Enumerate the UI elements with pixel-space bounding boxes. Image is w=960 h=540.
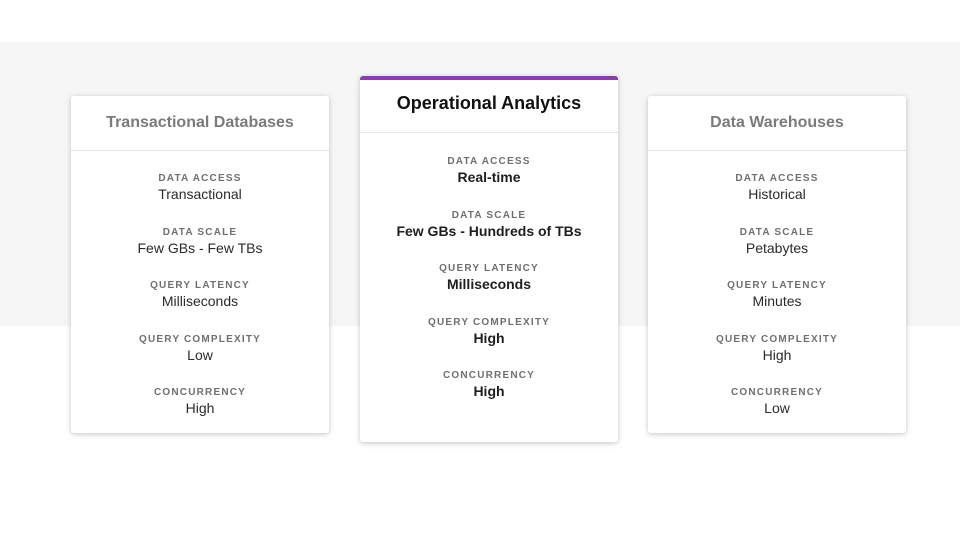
row-data-access: DATA ACCESS Real-time — [360, 155, 618, 209]
row-value: Petabytes — [745, 239, 809, 256]
row-value: Few GBs - Few TBs — [137, 239, 263, 256]
row-label: CONCURRENCY — [442, 370, 536, 382]
row-query-complexity: QUERY COMPLEXITY Low — [71, 333, 329, 387]
row-value: Milliseconds — [446, 276, 532, 293]
row-concurrency: CONCURRENCY High — [71, 386, 329, 440]
row-query-complexity: QUERY COMPLEXITY High — [648, 333, 906, 387]
row-value: Milliseconds — [161, 293, 239, 310]
row-value: Minutes — [752, 293, 802, 310]
row-query-latency: QUERY LATENCY Milliseconds — [360, 262, 618, 316]
row-label: QUERY LATENCY — [727, 280, 827, 292]
row-query-latency: QUERY LATENCY Minutes — [648, 279, 906, 333]
row-label: DATA ACCESS — [447, 156, 531, 167]
row-value: Transactional — [158, 186, 242, 202]
row-query-latency: QUERY LATENCY Milliseconds — [71, 279, 329, 333]
row-label: DATA ACCESS — [735, 173, 819, 184]
row-value: Real-time — [457, 169, 521, 185]
row-query-complexity: QUERY COMPLEXITY High — [360, 316, 618, 370]
row-concurrency: CONCURRENCY High — [360, 369, 618, 423]
card-operational-analytics: Operational Analytics DATA ACCESS Real-t… — [360, 76, 618, 442]
row-value: High — [185, 400, 215, 417]
row-label: QUERY COMPLEXITY — [716, 333, 838, 345]
row-value: Few GBs - Hundreds of TBs — [396, 222, 582, 239]
row-data-access: DATA ACCESS Historical — [648, 172, 906, 226]
row-value: High — [473, 329, 505, 346]
row-label: DATA ACCESS — [158, 173, 242, 184]
row-label: DATA SCALE — [739, 226, 815, 238]
card-rows: DATA ACCESS Real-time DATA SCALE Few GBs… — [360, 133, 618, 423]
card-data-warehouses: Data Warehouses DATA ACCESS Historical D… — [648, 96, 906, 433]
row-label: DATA SCALE — [162, 226, 238, 238]
row-concurrency: CONCURRENCY Low — [648, 386, 906, 440]
card-title: Transactional Databases — [71, 96, 329, 151]
row-data-scale: DATA SCALE Few GBs - Few TBs — [71, 226, 329, 280]
row-data-scale: DATA SCALE Few GBs - Hundreds of TBs — [360, 209, 618, 263]
row-value: Low — [764, 400, 790, 417]
row-label: DATA SCALE — [451, 209, 527, 221]
row-value: High — [473, 383, 505, 400]
row-label: QUERY LATENCY — [150, 280, 250, 292]
card-title: Operational Analytics — [360, 80, 618, 133]
row-value: Historical — [748, 186, 806, 202]
card-transactional-databases: Transactional Databases DATA ACCESS Tran… — [71, 96, 329, 433]
row-label: QUERY LATENCY — [439, 263, 539, 275]
row-value: High — [762, 346, 792, 363]
card-title: Data Warehouses — [648, 96, 906, 151]
row-data-scale: DATA SCALE Petabytes — [648, 226, 906, 280]
row-label: CONCURRENCY — [730, 387, 824, 399]
card-rows: DATA ACCESS Historical DATA SCALE Petaby… — [648, 151, 906, 440]
row-label: CONCURRENCY — [153, 387, 247, 399]
row-data-access: DATA ACCESS Transactional — [71, 172, 329, 226]
row-label: QUERY COMPLEXITY — [139, 333, 261, 345]
row-value: Low — [187, 346, 213, 363]
card-rows: DATA ACCESS Transactional DATA SCALE Few… — [71, 151, 329, 440]
row-label: QUERY COMPLEXITY — [428, 316, 550, 328]
